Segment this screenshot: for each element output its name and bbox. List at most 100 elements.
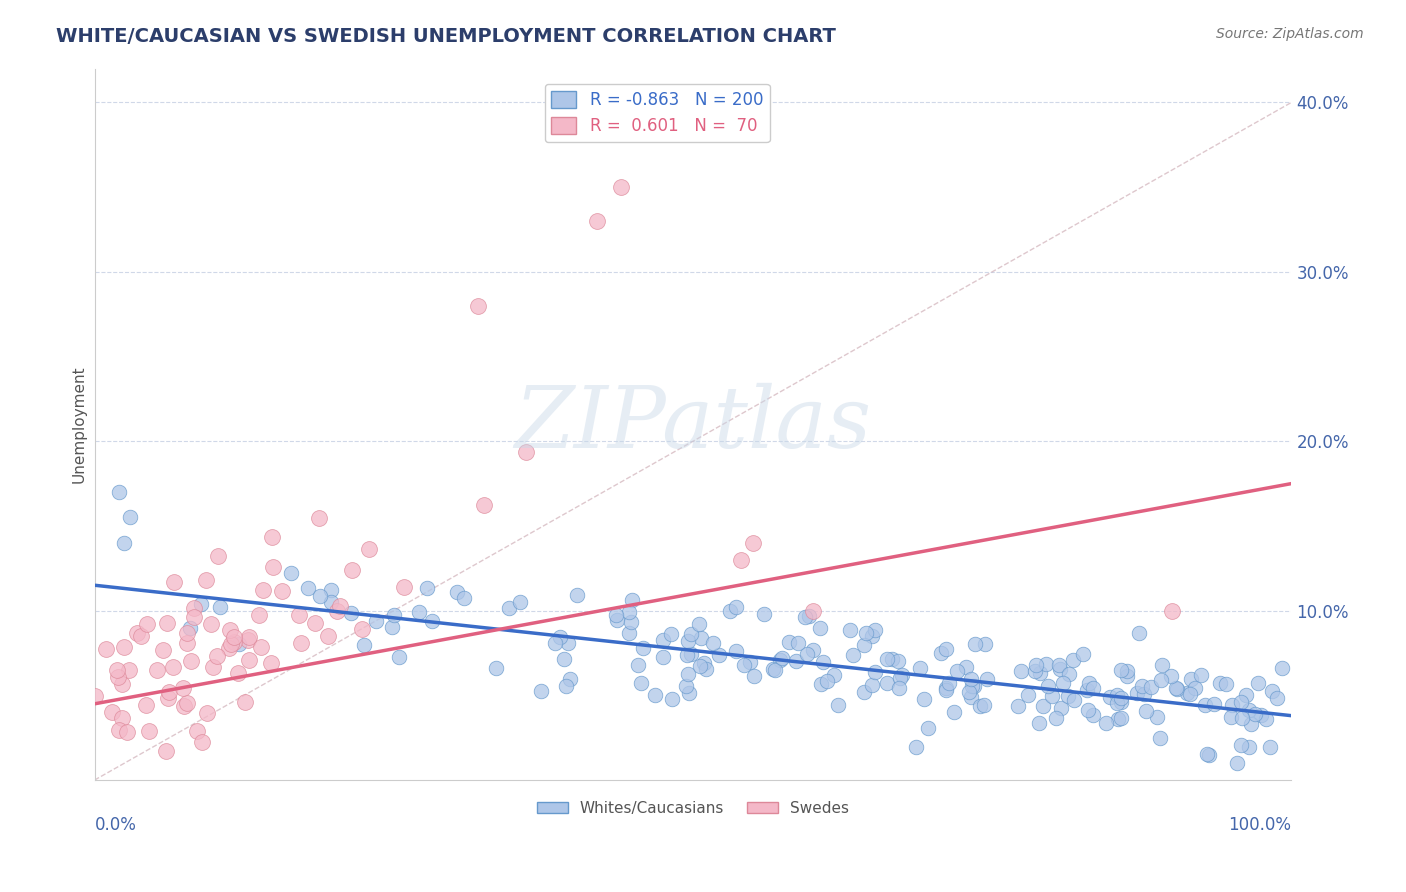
Point [1047,658,1070,673]
Point [1098,690,1121,705]
Point [111,711,134,725]
Point [339,606,361,620]
Point [676,648,699,662]
Point [910,661,932,675]
Point [796,648,818,662]
Point [1258,739,1281,754]
Point [553,651,575,665]
Point [1244,706,1267,721]
Point [1126,686,1149,700]
Point [733,658,755,673]
Point [1261,683,1284,698]
Point [973,698,995,713]
Point [183,601,205,615]
Point [1150,673,1173,688]
Point [173,699,195,714]
Point [326,603,349,617]
Point [416,581,439,595]
Point [1180,672,1202,686]
Point [1254,712,1277,726]
Point [620,593,643,607]
Point [118,663,141,677]
Point [1109,695,1132,709]
Point [1063,693,1085,707]
Legend: Whites/Caucasians, Swedes: Whites/Caucasians, Swedes [531,795,855,822]
Point [125,625,148,640]
Point [359,541,381,556]
Point [250,640,273,654]
Point [262,560,284,574]
Point [679,648,702,662]
Point [785,654,807,668]
Point [162,660,184,674]
Point [1146,710,1168,724]
Point [1071,647,1094,661]
Point [689,659,711,673]
Point [1160,669,1182,683]
Point [1132,679,1154,693]
Point [724,644,747,658]
Point [693,656,716,670]
Point [1010,665,1032,679]
Point [1059,666,1081,681]
Point [543,636,565,650]
Point [1230,711,1253,725]
Point [498,601,520,615]
Point [813,655,835,669]
Point [976,673,998,687]
Point [1229,739,1251,753]
Point [889,672,911,686]
Point [661,692,683,706]
Point [1189,668,1212,682]
Point [817,673,839,688]
Point [205,648,228,663]
Point [420,614,443,628]
Point [679,626,702,640]
Point [408,605,430,619]
Point [224,630,246,644]
Point [1107,713,1129,727]
Point [287,607,309,622]
Point [1149,731,1171,746]
Point [876,652,898,666]
Point [392,580,415,594]
Point [176,696,198,710]
Point [1198,748,1220,763]
Point [308,510,330,524]
Point [935,683,957,698]
Point [472,498,495,512]
Point [120,510,142,524]
Point [1195,747,1218,761]
Point [1111,664,1133,678]
Point [565,588,588,602]
Point [157,685,180,699]
Point [1128,626,1150,640]
Point [107,670,129,684]
Point [195,706,218,721]
Point [617,626,640,640]
Point [530,684,553,698]
Point [1081,681,1104,695]
Point [1040,689,1063,703]
Point [838,623,860,637]
Point [1032,698,1054,713]
Point [754,607,776,621]
Point [801,643,824,657]
Point [112,640,135,654]
Point [1209,676,1232,690]
Point [105,663,128,677]
Point [852,685,875,699]
Point [742,669,765,683]
Point [485,660,508,674]
Point [1028,715,1050,730]
Point [852,638,875,652]
Point [770,651,793,665]
Point [548,630,571,644]
Point [180,654,202,668]
Point [238,652,260,666]
Point [794,609,817,624]
Point [107,723,129,737]
Point [610,180,633,194]
Point [1035,657,1057,671]
Point [183,610,205,624]
